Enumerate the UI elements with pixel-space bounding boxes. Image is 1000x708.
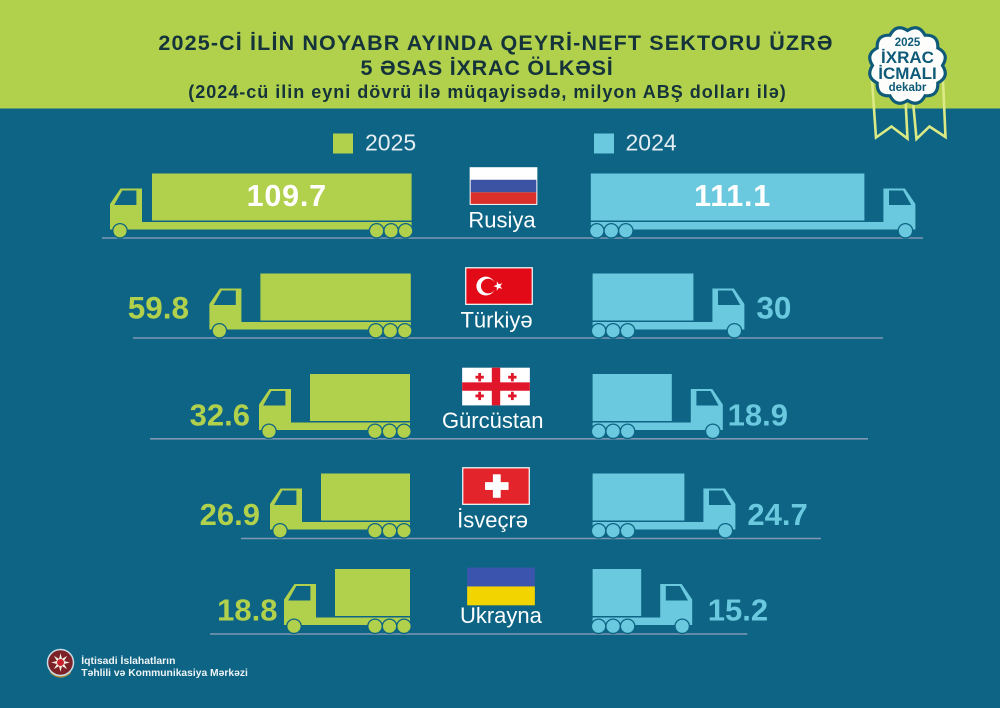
svg-text:2024: 2024: [626, 130, 677, 156]
svg-text:Ukrayna: Ukrayna: [460, 603, 543, 628]
svg-text:24.7: 24.7: [747, 497, 807, 532]
svg-text:(2024-cü ilin eyni dövrü ilə m: (2024-cü ilin eyni dövrü ilə müqayisədə,…: [188, 82, 786, 102]
svg-text:dekabr: dekabr: [889, 82, 927, 94]
svg-text:15.2: 15.2: [708, 593, 768, 628]
svg-text:30: 30: [756, 290, 791, 326]
svg-text:2025: 2025: [895, 37, 921, 49]
svg-text:Təhlili və Kommunikasiya Mərkə: Təhlili və Kommunikasiya Mərkəzi: [81, 668, 248, 679]
svg-text:5 ƏSAS İXRAC ÖLKƏSİ: 5 ƏSAS İXRAC ÖLKƏSİ: [360, 55, 613, 80]
svg-text:109.7: 109.7: [247, 179, 327, 213]
svg-text:2025-Cİ İLİN NOYABR AYINDA QEY: 2025-Cİ İLİN NOYABR AYINDA QEYRİ-NEFT SE…: [158, 30, 833, 55]
svg-text:İsveçrə: İsveçrə: [457, 508, 528, 533]
svg-text:2025: 2025: [365, 130, 416, 156]
svg-text:32.6: 32.6: [190, 398, 250, 433]
svg-text:26.9: 26.9: [200, 497, 260, 532]
svg-text:İCMALI: İCMALI: [878, 64, 937, 83]
svg-text:Türkiyə: Türkiyə: [460, 308, 532, 333]
svg-text:18.9: 18.9: [728, 398, 788, 433]
svg-text:111.1: 111.1: [694, 179, 771, 213]
svg-text:İXRAC: İXRAC: [881, 48, 934, 67]
svg-text:İqtisadi İslahatların: İqtisadi İslahatların: [81, 654, 175, 667]
svg-text:18.8: 18.8: [217, 593, 277, 628]
svg-text:Rusiya: Rusiya: [468, 208, 536, 233]
svg-text:59.8: 59.8: [128, 290, 189, 326]
svg-text:Gürcüstan: Gürcüstan: [442, 408, 544, 433]
